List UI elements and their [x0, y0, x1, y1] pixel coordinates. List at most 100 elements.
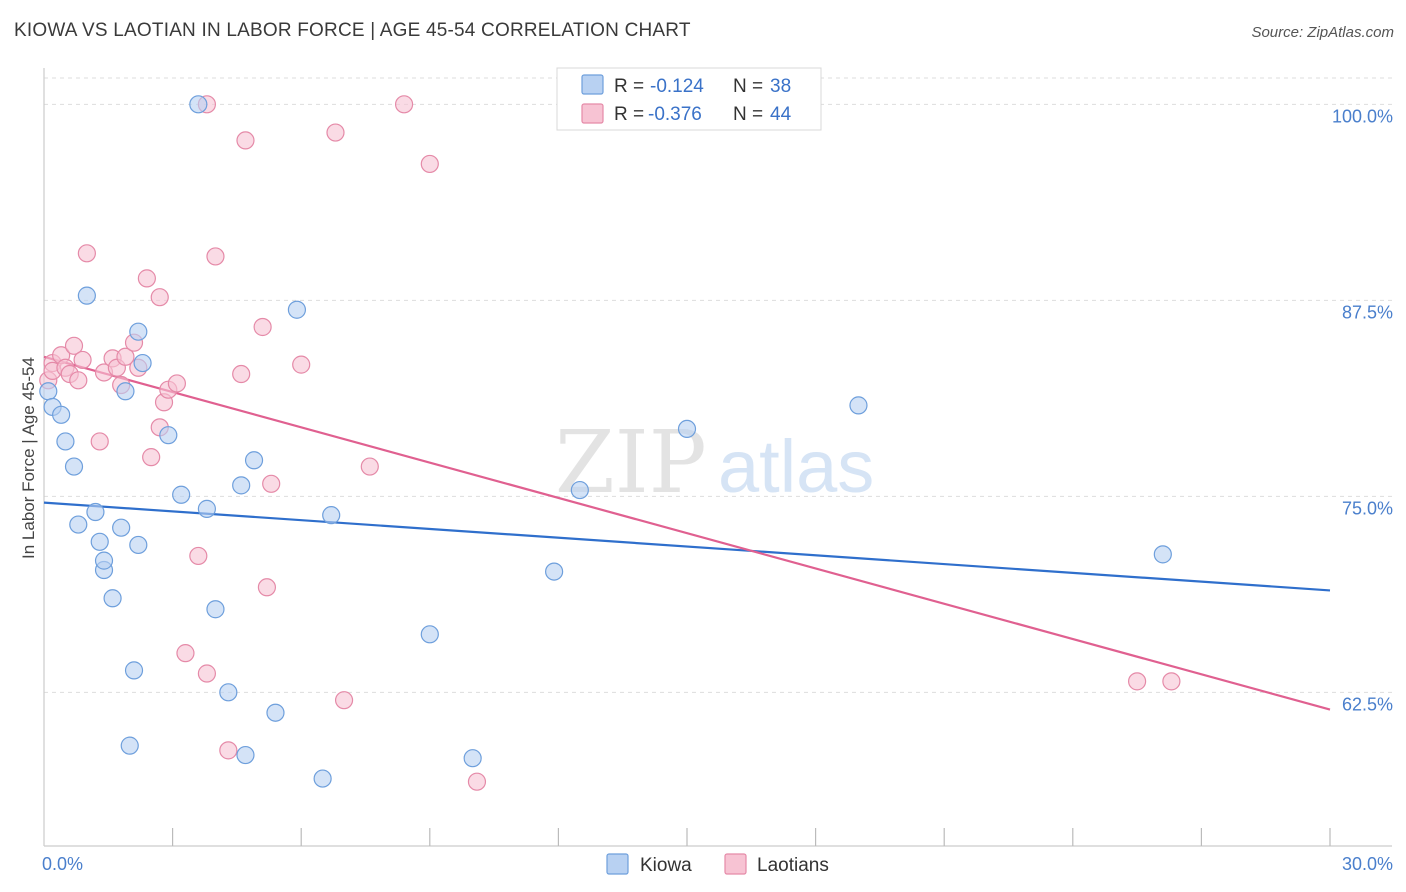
kiowa-point [39, 382, 58, 401]
y-tick-label: 62.5% [1342, 694, 1393, 714]
laotian-point [189, 546, 208, 566]
laotian-point [253, 317, 272, 337]
laotian-series-swatch [724, 853, 747, 875]
kiowa-point [56, 432, 75, 451]
y-axis-label: In Labor Force | Age 45-54 [19, 357, 38, 559]
laotian-r-value: -0.376 [648, 104, 702, 125]
kiowa-point [90, 532, 109, 551]
laotian-point [206, 247, 225, 266]
kiowa-point [236, 745, 255, 765]
kiowa-legend-swatch [581, 74, 604, 95]
laotian-point [257, 578, 277, 597]
laotian-point [197, 664, 216, 683]
laotian-n-label: N = [733, 104, 763, 125]
kiowa-point [420, 625, 439, 644]
y-tick-label: 100.0% [1332, 106, 1393, 126]
kiowa-series-label: Kiowa [640, 855, 692, 876]
stats-legend: R = -0.124 N = 38 R = -0.376 N = 44 [556, 67, 822, 131]
laotian-point [326, 123, 345, 142]
kiowa-point [159, 426, 178, 445]
kiowa-point [849, 396, 868, 415]
laotian-point [73, 350, 92, 370]
laotian-point [360, 457, 379, 476]
laotian-series-label: Laotians [757, 855, 829, 876]
laotian-n-value: 44 [770, 104, 792, 125]
y-tick-label: 75.0% [1342, 498, 1393, 518]
laotian-point [167, 374, 186, 393]
kiowa-n-value: 38 [770, 76, 791, 97]
laotian-point [334, 691, 354, 710]
kiowa-point [133, 353, 152, 373]
kiowa-series-swatch [606, 853, 629, 875]
kiowa-point [219, 683, 238, 702]
kiowa-point [120, 736, 139, 755]
laotian-point [142, 448, 161, 467]
kiowa-point [244, 451, 264, 470]
kiowa-point [463, 749, 482, 768]
watermark: ZIP atlas [555, 413, 874, 513]
kiowa-point [545, 562, 564, 581]
kiowa-r-label: R = [614, 76, 644, 97]
kiowa-point [77, 286, 96, 305]
laotian-point [1162, 672, 1181, 691]
series-legend: Kiowa Laotians [606, 853, 829, 876]
laotian-point [219, 741, 238, 760]
kiowa-point [172, 485, 191, 504]
laotian-point [69, 371, 88, 390]
kiowa-r-value: -0.124 [650, 76, 704, 97]
kiowa-point [266, 703, 285, 722]
y-tick-label: 87.5% [1342, 302, 1393, 322]
x-tick-label: 0.0% [42, 854, 83, 874]
kiowa-point [197, 499, 216, 518]
kiowa-point [52, 405, 71, 424]
kiowa-point [112, 518, 131, 537]
laotian-point [262, 474, 281, 493]
x-tick-label: 30.0% [1342, 854, 1393, 874]
trend-lines [43, 355, 1331, 711]
laotian-point [292, 355, 311, 374]
data-points [39, 95, 1181, 791]
kiowa-point [570, 480, 589, 500]
laotian-point [77, 244, 96, 263]
kiowa-point [322, 506, 341, 525]
kiowa-trend-line [43, 501, 1331, 592]
kiowa-point [103, 589, 122, 608]
axes [43, 68, 1392, 847]
kiowa-point [116, 382, 135, 401]
laotian-point [1127, 672, 1147, 691]
laotian-point [64, 336, 84, 355]
source-credit: Source: ZipAtlas.com [1251, 24, 1394, 41]
kiowa-n-label: N = [733, 76, 763, 97]
laotian-point [150, 288, 169, 307]
laotian-legend-swatch [581, 103, 604, 124]
laotian-point [116, 347, 135, 366]
kiowa-point [1153, 545, 1172, 564]
laotian-point [90, 432, 109, 451]
kiowa-point [124, 661, 144, 680]
kiowa-point [69, 515, 88, 534]
laotian-point [467, 772, 487, 791]
kiowa-point [94, 551, 114, 570]
laotian-point [232, 364, 251, 384]
laotian-trend-line [43, 355, 1331, 711]
chart-title: KIOWA VS LAOTIAN IN LABOR FORCE | AGE 45… [14, 20, 691, 41]
laotian-point [236, 131, 255, 150]
kiowa-point [64, 457, 84, 476]
kiowa-point [287, 300, 307, 319]
laotian-point [394, 95, 414, 114]
kiowa-point [189, 95, 208, 114]
kiowa-point [86, 502, 105, 522]
kiowa-point [129, 535, 148, 555]
laotian-r-label: R = [614, 104, 644, 125]
laotian-point [420, 154, 439, 174]
kiowa-point [129, 322, 148, 341]
kiowa-point [313, 769, 332, 788]
kiowa-point [232, 476, 251, 495]
tick-labels: 100.0% 87.5% 75.0% 62.5% 0.0% 30.0% [42, 106, 1393, 874]
kiowa-point [677, 419, 697, 439]
gridlines [44, 77, 1392, 693]
kiowa-point [206, 600, 225, 619]
watermark-atlas: atlas [718, 425, 874, 508]
laotian-point [176, 644, 195, 663]
